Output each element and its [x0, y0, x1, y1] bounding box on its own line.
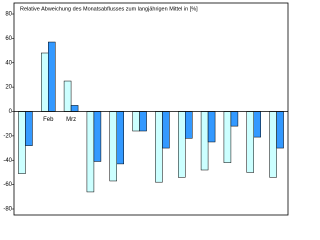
- bar: [25, 111, 33, 146]
- bar: [230, 111, 239, 127]
- bar: [162, 111, 170, 149]
- plot-frame: [13, 2, 289, 216]
- bar: [109, 111, 117, 182]
- bar: [93, 111, 102, 162]
- y-tick-label: 20: [5, 85, 12, 91]
- bar: [178, 111, 186, 178]
- x-tick-label: Mrz: [66, 117, 76, 123]
- bar: [253, 111, 261, 138]
- bar: [132, 111, 140, 132]
- chart: Relative Abweichung des Monatsabflusses …: [3, 2, 289, 216]
- bar: [70, 105, 79, 112]
- bar: [269, 111, 277, 178]
- x-tick-label: Feb: [43, 117, 54, 123]
- bar: [155, 111, 163, 183]
- y-tick-label: 80: [5, 12, 12, 18]
- y-tick-label: -20: [3, 133, 12, 139]
- bar: [276, 111, 284, 149]
- bar: [86, 111, 95, 193]
- bar: [139, 111, 147, 132]
- y-tick-label: 60: [5, 36, 12, 42]
- bar: [41, 52, 49, 112]
- y-tick-label: -40: [3, 158, 12, 164]
- bar: [48, 41, 56, 112]
- bar: [200, 111, 209, 171]
- chart-title: Relative Abweichung des Monatsabflusses …: [20, 6, 198, 12]
- bar: [185, 111, 193, 139]
- y-tick-label: 0: [9, 109, 13, 115]
- y-tick-label: 40: [5, 60, 12, 66]
- bar: [246, 111, 254, 173]
- bar: [207, 111, 216, 143]
- bar: [223, 111, 232, 163]
- bar: [116, 111, 124, 165]
- bar: [18, 111, 26, 174]
- bar: [63, 80, 72, 112]
- y-tick-label: -80: [3, 207, 12, 213]
- y-tick-label: -60: [3, 182, 12, 188]
